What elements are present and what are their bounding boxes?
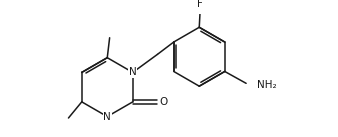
Text: N: N — [103, 112, 111, 122]
Text: O: O — [160, 97, 168, 107]
Text: N: N — [129, 67, 137, 77]
Text: F: F — [197, 0, 203, 8]
Text: NH₂: NH₂ — [257, 80, 276, 90]
